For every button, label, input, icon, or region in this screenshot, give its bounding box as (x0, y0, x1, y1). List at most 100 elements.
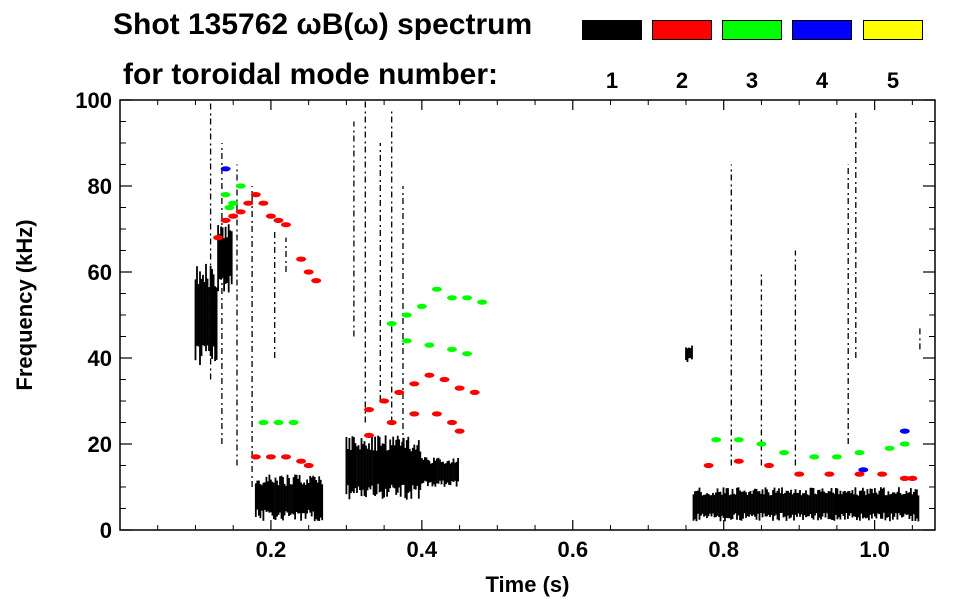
point-2-19 (379, 398, 390, 404)
point-2-38 (877, 471, 888, 477)
point-3-4 (258, 419, 269, 426)
y-tick-label: 100 (75, 88, 112, 113)
point-2-36 (824, 471, 835, 477)
point-3-19 (733, 437, 744, 443)
legend-swatch-2 (652, 20, 712, 40)
point-3-16 (447, 346, 457, 352)
point-3-12 (462, 295, 473, 301)
point-3-11 (447, 295, 457, 301)
point-3-1 (224, 204, 235, 211)
point-2-1 (220, 217, 231, 223)
point-4-0 (220, 166, 231, 172)
point-2-6 (258, 200, 269, 206)
point-2-2 (228, 213, 239, 219)
point-3-8 (401, 312, 412, 318)
series-3 (220, 183, 910, 460)
axis-tick-labels: 0.2 0.4 0.6 0.8 1.0 0 20 40 60 80 100 (75, 88, 890, 562)
point-3-25 (884, 445, 895, 451)
point-2-17 (303, 462, 314, 469)
point-2-35 (794, 471, 805, 477)
point-2-10 (296, 256, 307, 262)
point-2-23 (439, 376, 450, 383)
point-2-37 (854, 471, 865, 477)
x-tick-label: 0.6 (557, 537, 588, 562)
point-3-17 (462, 351, 473, 357)
point-3-0 (220, 192, 231, 198)
point-2-16 (296, 458, 307, 464)
point-2-13 (250, 454, 261, 460)
legend-swatch-3 (722, 20, 782, 40)
point-2-5 (250, 192, 261, 198)
point-2-31 (454, 428, 465, 434)
legend-swatch-5 (863, 20, 923, 40)
point-3-5 (273, 419, 284, 426)
chart-subtitle: for toroidal mode number: (123, 58, 498, 91)
y-tick-label: 80 (88, 174, 112, 199)
x-tick-label: 0.8 (708, 537, 739, 562)
chart-title: Shot 135762 ωB(ω) spectrum (113, 8, 533, 41)
point-2-14 (265, 454, 276, 460)
point-2-29 (431, 411, 442, 417)
point-2-25 (469, 389, 480, 395)
plot-marks (194, 100, 921, 522)
point-2-8 (273, 217, 284, 223)
point-3-14 (401, 338, 412, 344)
point-2-32 (703, 462, 714, 469)
legend-label-4: 4 (815, 68, 829, 93)
point-2-33 (733, 458, 744, 464)
point-2-28 (409, 411, 420, 417)
y-tick-label: 0 (100, 518, 112, 543)
point-3-26 (899, 441, 910, 447)
point-2-20 (394, 389, 405, 395)
point-2-15 (281, 454, 291, 460)
point-2-11 (303, 269, 314, 275)
point-3-20 (756, 441, 767, 447)
point-2-26 (364, 432, 374, 438)
point-2-21 (409, 381, 420, 387)
y-axis-label: Frequency (kHz) (12, 219, 37, 390)
x-tick-label: 0.4 (407, 537, 438, 562)
point-3-3 (235, 183, 246, 189)
point-2-9 (281, 222, 291, 228)
point-2-34 (764, 462, 774, 469)
point-3-10 (431, 286, 442, 292)
point-3-7 (386, 321, 397, 327)
point-3-13 (477, 299, 488, 305)
point-2-18 (364, 407, 374, 413)
point-2-27 (386, 419, 397, 426)
point-2-0 (213, 235, 224, 241)
series-2 (213, 192, 918, 481)
y-tick-label: 20 (88, 432, 112, 457)
y-tick-label: 40 (88, 346, 112, 371)
legend-swatch-1 (582, 20, 642, 40)
point-3-9 (416, 303, 427, 309)
point-3-6 (288, 419, 299, 426)
point-4-1 (858, 467, 869, 473)
legend-label-2: 2 (675, 68, 689, 93)
y-tick-label: 60 (88, 260, 112, 285)
legend-swatch-4 (792, 20, 852, 40)
point-2-3 (235, 209, 246, 215)
point-2-22 (424, 372, 435, 378)
axis-ticks (120, 99, 935, 531)
point-2-7 (265, 213, 276, 219)
point-3-22 (809, 454, 820, 460)
legend-label-3: 3 (745, 68, 759, 93)
point-2-40 (907, 475, 918, 481)
point-3-23 (831, 454, 842, 460)
point-3-2 (228, 200, 239, 206)
point-3-18 (711, 437, 722, 443)
point-2-24 (454, 385, 465, 391)
x-tick-label: 0.2 (256, 537, 287, 562)
point-3-21 (779, 450, 790, 456)
point-2-4 (243, 200, 254, 206)
point-2-12 (311, 278, 322, 284)
plot-frame (119, 99, 936, 531)
legend-label-5: 5 (886, 68, 900, 93)
point-3-24 (854, 450, 865, 456)
point-2-30 (447, 419, 457, 426)
x-tick-label: 1.0 (859, 537, 890, 562)
point-4-2 (899, 428, 910, 434)
legend-label-1: 1 (605, 68, 619, 93)
